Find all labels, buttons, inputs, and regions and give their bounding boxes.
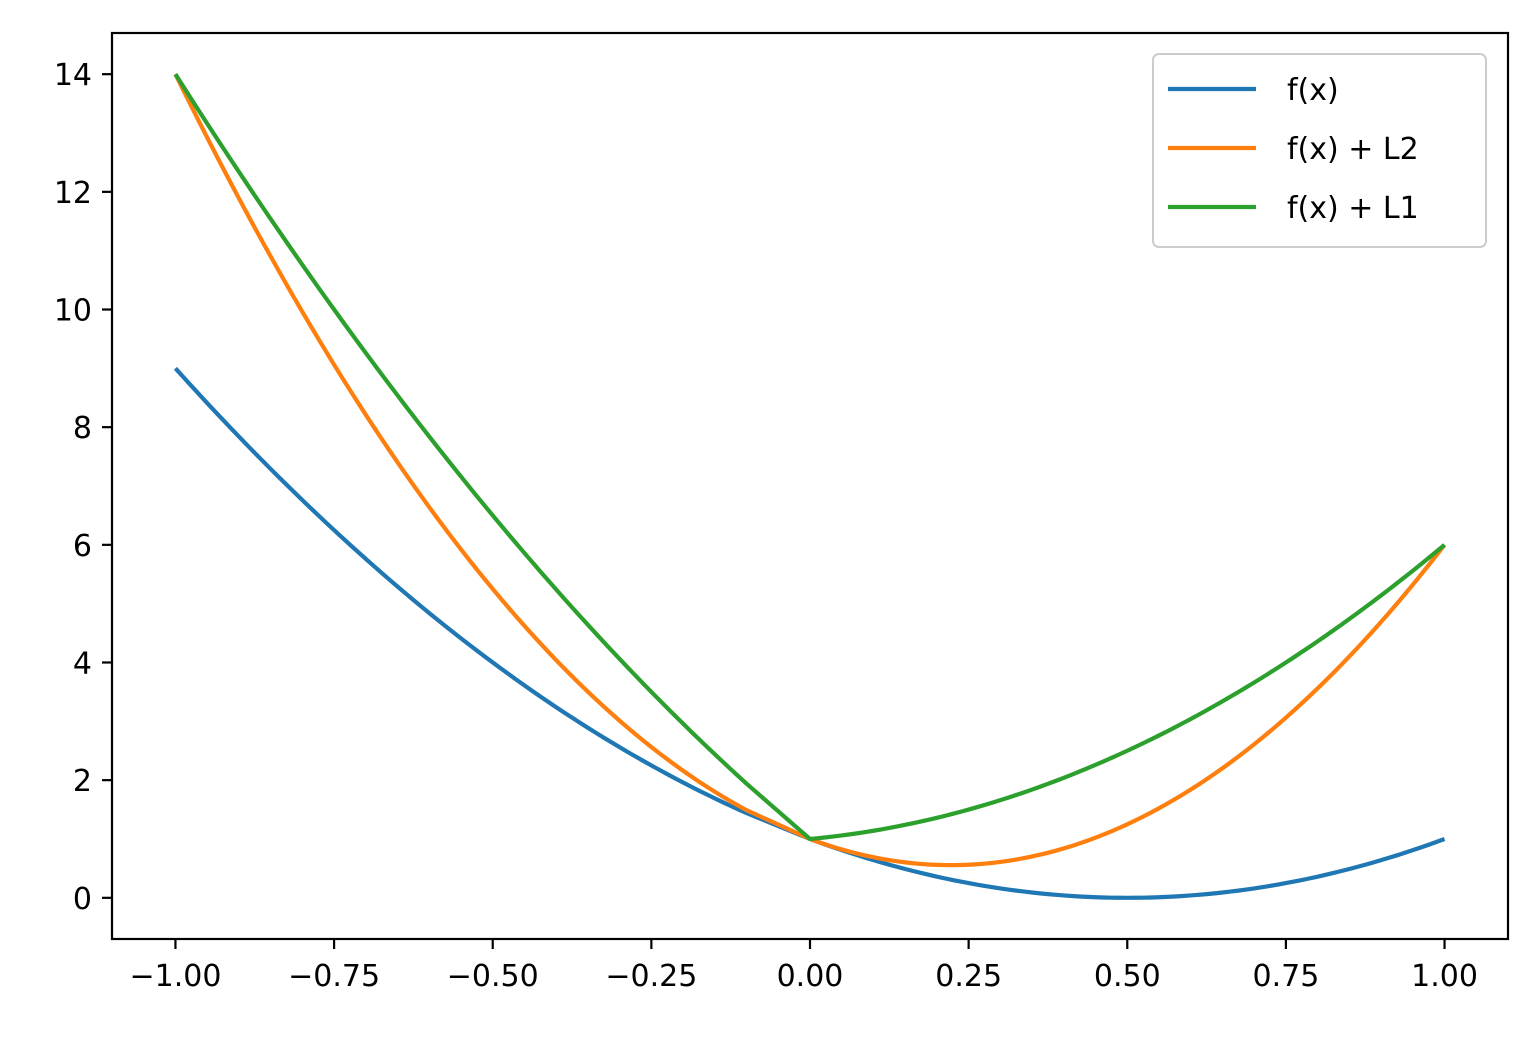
legend-label-1: f(x): [1287, 73, 1339, 108]
x-tick-label: −0.75: [288, 959, 380, 994]
x-tick-label: −0.25: [605, 959, 697, 994]
y-tick-label: 14: [54, 58, 92, 93]
legend-label-2: f(x) + L2: [1287, 132, 1419, 167]
series-line-3: [173, 73, 1446, 842]
x-axis: −1.00 −0.75 −0.50 −0.25 0.00 0.25 0.50 0.75 1.00: [129, 939, 1478, 994]
legend-box: [1152, 53, 1487, 248]
y-tick-label: 4: [73, 646, 92, 681]
y-tick-label: 10: [54, 294, 92, 329]
y-tick-label: 6: [73, 529, 92, 564]
y-tick-label: 2: [73, 764, 92, 799]
x-tick-label: 0.50: [1094, 959, 1161, 994]
x-tick-label: 0.00: [777, 959, 844, 994]
x-tick-label: −0.50: [447, 959, 539, 994]
x-tick-label: 0.75: [1253, 959, 1320, 994]
legend: f(x) f(x) + L2 f(x) + L1: [1152, 53, 1487, 248]
legend-label-3: f(x) + L1: [1287, 191, 1419, 226]
y-tick-label: 12: [54, 176, 92, 211]
y-tick-label: 0: [73, 882, 92, 917]
series-layer: [173, 73, 1447, 900]
y-axis: 0 2 4 6 8 10 12 14: [54, 58, 112, 917]
y-tick-label: 8: [73, 411, 92, 446]
x-tick-label: 0.25: [935, 959, 1002, 994]
x-tick-label: 1.00: [1411, 959, 1478, 994]
x-tick-label: −1.00: [129, 959, 221, 994]
series-line-1: [173, 366, 1446, 900]
